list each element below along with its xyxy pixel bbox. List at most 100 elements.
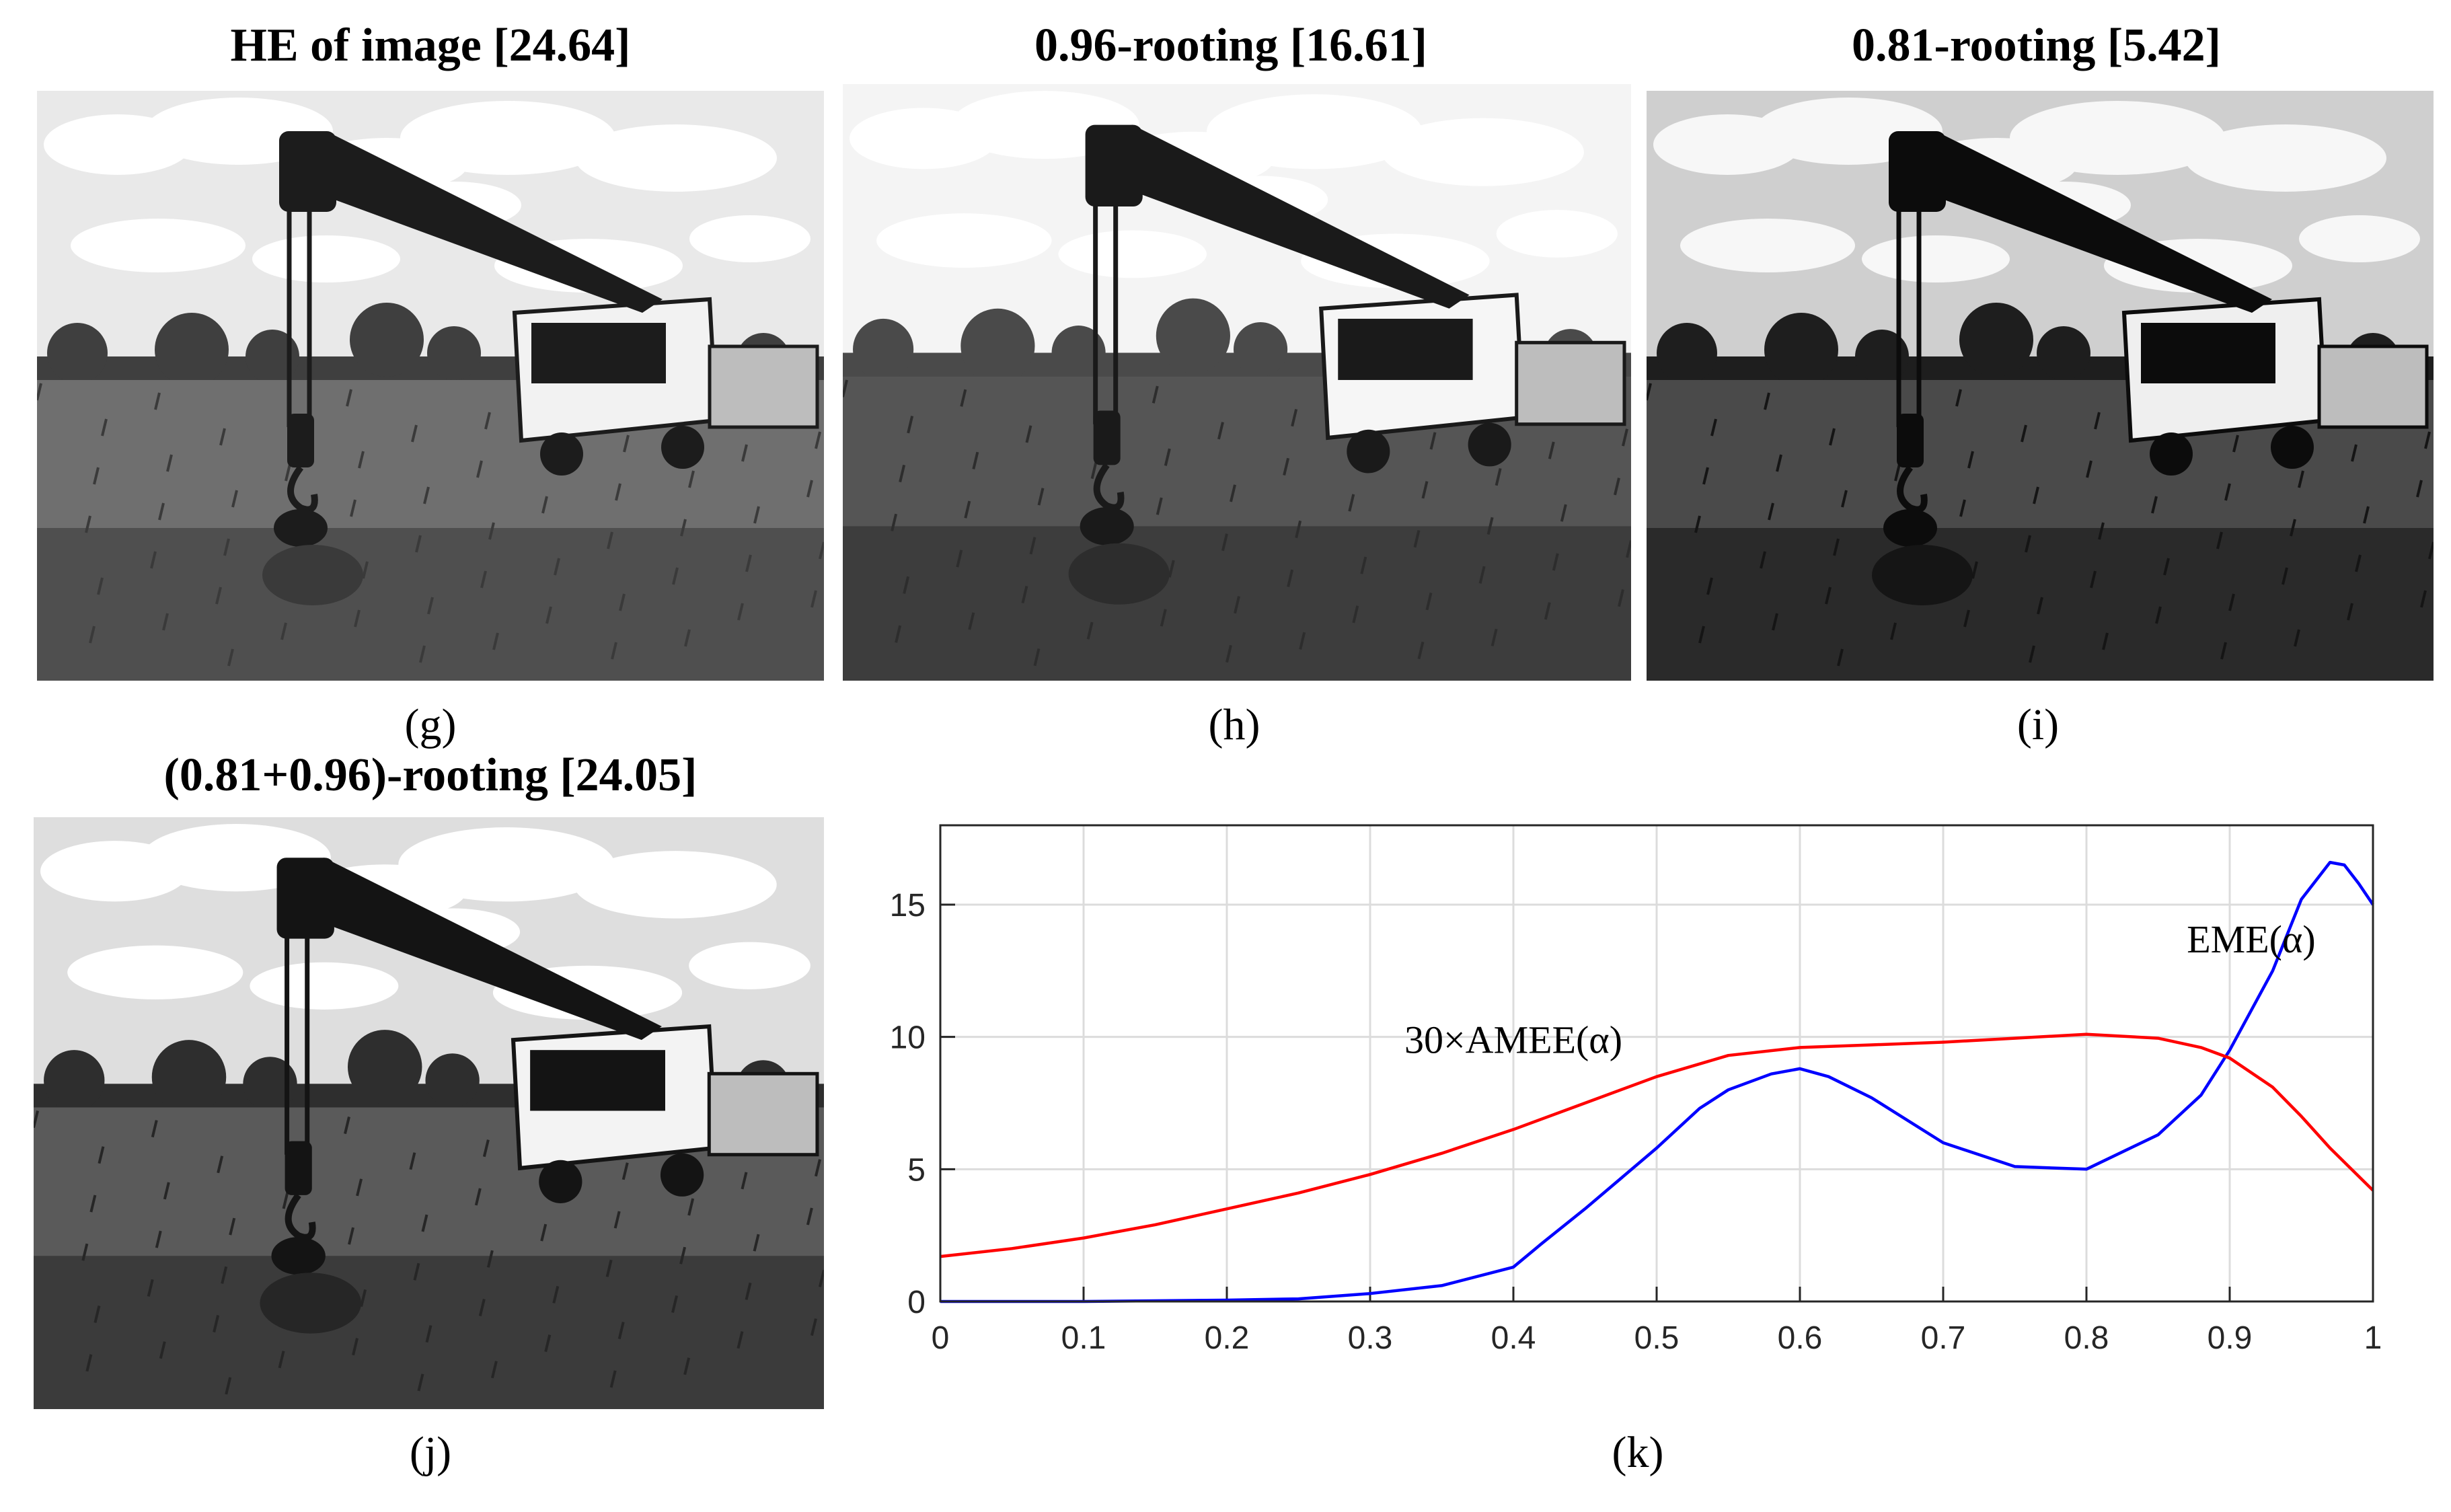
- grass-blade: [2155, 606, 2162, 624]
- cloud: [71, 219, 246, 272]
- cloud: [398, 827, 615, 902]
- grass-blade: [1963, 609, 1970, 628]
- grass-blade: [619, 593, 626, 611]
- grass-blade: [147, 1279, 154, 1297]
- grass-blade: [162, 613, 169, 631]
- grass-blade: [89, 1195, 97, 1213]
- grass-blade: [1299, 632, 1306, 650]
- grass-blade: [956, 550, 963, 568]
- series-annotation: EME(α): [2187, 917, 2315, 961]
- grass-blade: [1283, 457, 1290, 476]
- truck-windshield: [1338, 318, 1473, 380]
- grass-blade: [225, 1377, 232, 1395]
- grass-blade: [1959, 499, 1966, 517]
- grass-blade: [1894, 463, 1901, 482]
- panel-h-scene: [843, 84, 1631, 681]
- grass-blade: [613, 1211, 621, 1229]
- grass-blade: [427, 597, 434, 615]
- grass-blade: [552, 1285, 560, 1303]
- grass-blade: [1360, 556, 1367, 574]
- hanging-bucket: [271, 1237, 326, 1275]
- cloud: [2299, 215, 2420, 262]
- tree: [347, 1030, 422, 1104]
- grass-blade: [2363, 506, 2370, 524]
- truck-wheel: [540, 432, 583, 476]
- grass-blade: [1164, 448, 1171, 466]
- grass-blade: [1764, 392, 1770, 410]
- grass-blade: [1037, 488, 1045, 506]
- grass-blade: [278, 1351, 285, 1369]
- crane-boom: [1088, 124, 1470, 309]
- grass-blade: [617, 1322, 625, 1340]
- panel-i-title: 0.81-rooting [5.42]: [1852, 20, 2221, 71]
- hanging-bucket: [1883, 509, 1937, 547]
- grass-blade: [972, 451, 979, 469]
- truck-bed: [707, 1071, 819, 1157]
- grass-blade: [891, 513, 898, 531]
- grass-blade: [753, 506, 760, 524]
- grass-blade: [1760, 551, 1766, 569]
- panel-g-scene: [37, 91, 824, 681]
- grass-blade: [1486, 517, 1494, 535]
- grass-blade: [476, 460, 483, 478]
- grass-blade: [1156, 497, 1163, 515]
- crane-boom-head: [1889, 131, 1946, 212]
- tree: [427, 326, 481, 380]
- grass-blade: [1413, 530, 1421, 548]
- grass-blade: [1647, 383, 1652, 401]
- grass-blade: [85, 515, 91, 533]
- grass-blade: [2416, 480, 2423, 498]
- grass-blade: [213, 1315, 220, 1333]
- series-annotation: 30×AMEE(α): [1404, 1018, 1622, 1061]
- grass-blade: [737, 1331, 744, 1349]
- grass-blade: [2090, 570, 2097, 589]
- x-tick-label: 0.7: [1921, 1320, 1966, 1356]
- grass-blade: [806, 480, 813, 498]
- grass-blade: [1698, 626, 1705, 644]
- x-tick-label: 0.3: [1348, 1320, 1393, 1356]
- tree: [1764, 313, 1838, 387]
- cloud: [876, 213, 1052, 268]
- crane-boom-head: [279, 131, 336, 212]
- truck-wheel: [1468, 422, 1511, 467]
- truck-wheel: [2271, 426, 2314, 469]
- truck-bed: [2317, 344, 2429, 429]
- tree: [2037, 326, 2090, 380]
- crane-hook: [287, 465, 318, 513]
- grass-blade: [1772, 613, 1778, 631]
- panel-i-scene: [1647, 91, 2434, 681]
- panel-j-title: (0.81+0.96)-rooting [24.05]: [163, 749, 697, 801]
- grass-blade: [1090, 461, 1098, 480]
- cloud: [1382, 118, 1584, 186]
- grass-blade: [344, 1117, 350, 1135]
- cloud: [2185, 124, 2386, 192]
- grass-blade: [1710, 418, 1717, 437]
- grass-blade: [2282, 567, 2288, 585]
- hanging-bucket: [1080, 507, 1134, 545]
- y-tick-label: 0: [907, 1285, 926, 1320]
- grass-blade: [166, 454, 173, 472]
- tree: [1051, 326, 1106, 380]
- grass-blade: [1417, 641, 1425, 660]
- grass-blade: [2424, 431, 2431, 449]
- grass-blade: [679, 1246, 687, 1264]
- grass-blade: [1626, 540, 1631, 558]
- y-tick-label: 10: [890, 1020, 926, 1056]
- grass-blade: [1230, 484, 1236, 502]
- grass-blade: [2029, 645, 2035, 663]
- tree: [425, 1053, 480, 1108]
- crane-hook-block: [285, 1141, 312, 1195]
- grass-blade: [1622, 428, 1628, 447]
- grass-blade: [903, 576, 910, 595]
- grass-blade: [680, 519, 687, 537]
- grass-blade: [683, 1357, 691, 1375]
- tree: [243, 1057, 297, 1111]
- grass-blade: [474, 1188, 482, 1206]
- truck-wheel: [660, 1153, 704, 1197]
- tree: [47, 323, 108, 383]
- grass-blade: [1837, 648, 1844, 667]
- grass-blade: [814, 1159, 821, 1177]
- grass-blade: [1352, 605, 1359, 623]
- grass-blade: [488, 522, 495, 540]
- cloud: [575, 124, 777, 192]
